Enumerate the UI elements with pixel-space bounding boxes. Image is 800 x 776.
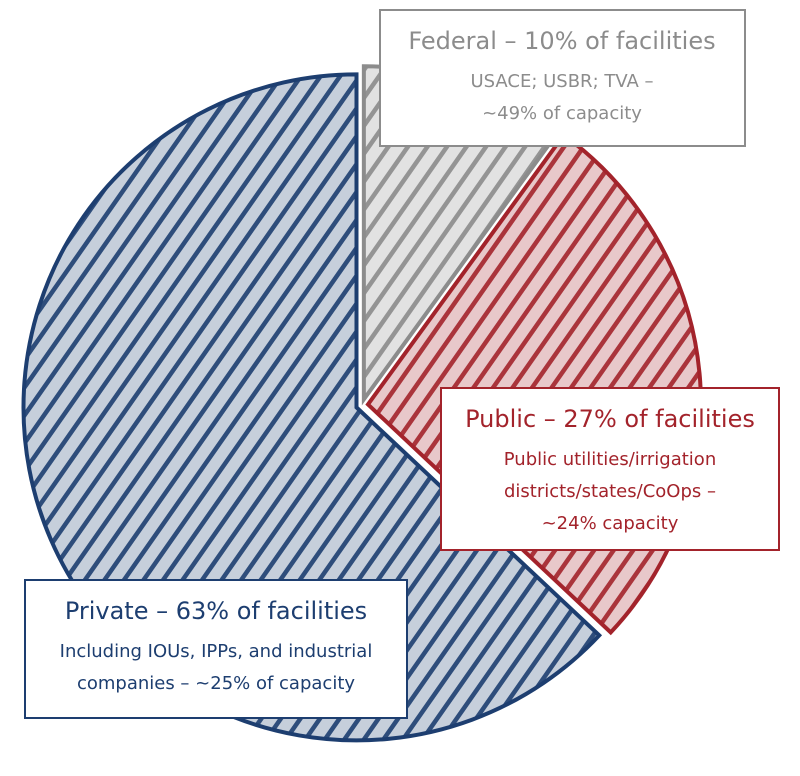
slice-annotation: ~24% capacity — [542, 513, 679, 534]
label-box — [440, 387, 780, 551]
slice-label: Private – 63% of facilities — [65, 597, 367, 625]
slice-annotation: Public utilities/irrigation — [504, 449, 716, 470]
label-box — [379, 9, 746, 147]
slice-label: Federal – 10% of facilities — [408, 27, 715, 55]
slice-annotation: USACE; USBR; TVA – — [470, 71, 653, 92]
slice-annotation: districts/states/CoOps – — [504, 481, 716, 502]
slice-annotation: ~49% of capacity — [482, 103, 642, 124]
pie-slice — [21, 72, 603, 743]
slice-annotation: Including IOUs, IPPs, and industrial — [60, 641, 373, 662]
slice-annotation: companies – ~25% of capacity — [77, 673, 355, 694]
slice-label: Public – 27% of facilities — [465, 405, 755, 433]
label-box — [24, 579, 408, 719]
